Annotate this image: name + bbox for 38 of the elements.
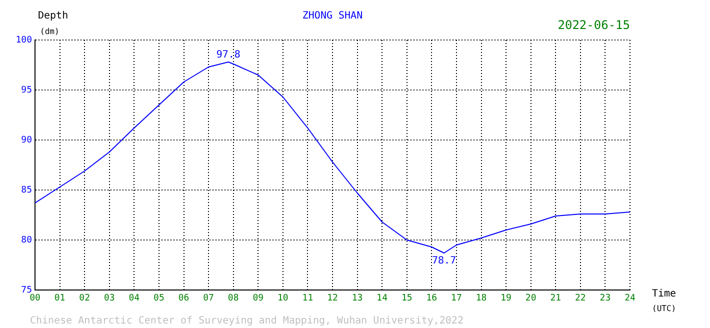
x-axis-title: Time (UTC) xyxy=(652,288,676,314)
x-tick-label: 06 xyxy=(178,294,190,304)
x-tick-label: 17 xyxy=(451,294,462,304)
x-tick-label: 00 xyxy=(30,294,40,304)
annotation: 97.8 xyxy=(216,50,240,61)
x-tick-label: 10 xyxy=(277,294,288,304)
x-tick-label: 24 xyxy=(624,294,636,304)
text: Chinese Antarctic Center of Surveying and Mapping, Wuhan University,2022 xyxy=(30,316,464,327)
annotation: 78.7 xyxy=(432,256,456,267)
chart-title: ZHONG SHAN xyxy=(302,10,363,22)
x-tick-label: 13 xyxy=(352,294,363,304)
x-tick-label: 14 xyxy=(376,294,388,304)
x-tick-label: 18 xyxy=(476,294,487,304)
x-tick-label: 23 xyxy=(600,294,611,304)
y-axis-title: Depth (dm) xyxy=(38,10,68,36)
x-tick-label: 11 xyxy=(302,294,314,304)
x-tick-label: 09 xyxy=(252,294,264,304)
x-tick-label: 19 xyxy=(500,294,512,304)
y-tick-label: 90 xyxy=(21,135,32,146)
x-tick-label: 04 xyxy=(128,294,140,304)
y-tick-label: 80 xyxy=(21,235,32,246)
x-tick-label: 12 xyxy=(327,294,338,304)
x-tick-label: 08 xyxy=(228,294,239,304)
x-tick-label: 03 xyxy=(104,294,115,304)
x-tick-label: 16 xyxy=(426,294,438,304)
x-tick-label: 05 xyxy=(154,294,164,304)
y-tick-label: 100 xyxy=(16,35,32,46)
x-tick-label: 20 xyxy=(525,294,536,304)
x-tick-label: 15 xyxy=(401,294,412,304)
x-tick-label: 21 xyxy=(550,294,562,304)
x-tick-label: 01 xyxy=(54,294,66,304)
y-tick-label: 75 xyxy=(21,285,32,296)
chart-subtitle: 2022-06-15 xyxy=(558,18,630,32)
x-tick-label: 22 xyxy=(574,294,586,304)
y-tick-label: 95 xyxy=(21,85,32,96)
x-tick-label: 07 xyxy=(203,294,214,304)
x-tick-label: 02 xyxy=(79,294,90,304)
y-tick-label: 85 xyxy=(21,185,32,196)
